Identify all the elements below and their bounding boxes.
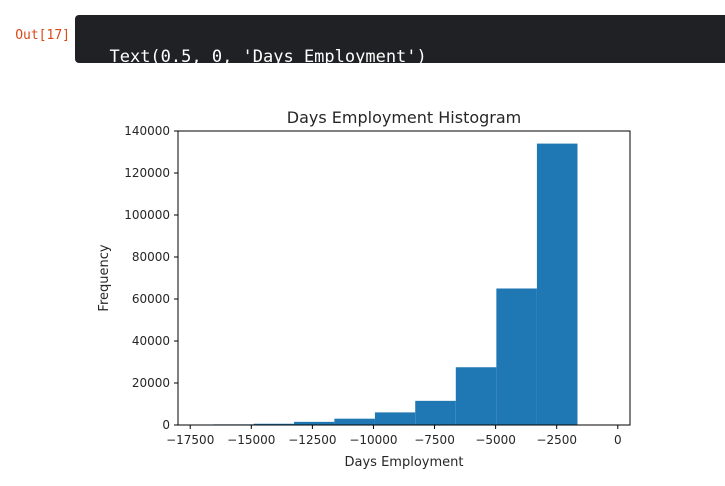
output-text-box: Text(0.5, 0, 'Days Employment')	[75, 15, 725, 67]
histogram-bar	[374, 412, 416, 425]
x-tick-label: −2500	[536, 433, 577, 447]
y-tick-label: 40000	[132, 334, 170, 348]
x-tick-label: −7500	[414, 433, 455, 447]
histogram-bar	[415, 400, 456, 425]
histogram-bar	[536, 143, 578, 425]
bars-group	[213, 143, 578, 425]
histogram-bar	[294, 421, 335, 425]
y-tick-label: 20000	[132, 376, 170, 390]
y-tick-label: 100000	[124, 208, 170, 222]
output-prompt: Out[17]	[15, 28, 70, 43]
histogram-bar	[334, 418, 375, 425]
axes-frame	[177, 130, 631, 426]
x-ticks-group: −17500 −15000 −12500 −10000 −7500 −5000 −2500 0	[166, 425, 622, 447]
histogram-bar	[455, 367, 497, 425]
y-tick-label: 140000	[124, 124, 170, 138]
x-tick-label: 0	[614, 433, 622, 447]
histogram-bar	[253, 423, 295, 425]
output-text: Text(0.5, 0, 'Days Employment')	[109, 47, 427, 67]
x-tick-label: −15000	[227, 433, 275, 447]
x-tick-label: −10000	[349, 433, 397, 447]
y-tick-label: 80000	[132, 250, 170, 264]
chart-title: Days Employment Histogram	[287, 108, 522, 127]
histogram-bar	[496, 288, 537, 425]
y-tick-label: 120000	[124, 166, 170, 180]
y-tick-label: 0	[162, 418, 170, 432]
x-tick-label: −17500	[166, 433, 214, 447]
x-tick-label: −12500	[288, 433, 336, 447]
y-axis-label: Frequency	[97, 244, 112, 311]
y-tick-label: 60000	[132, 292, 170, 306]
x-tick-label: −5000	[475, 433, 516, 447]
x-axis-label: Days Employment	[345, 455, 464, 470]
y-ticks-group: 0 20000 40000 60000 80000 100000 120000 140000	[124, 124, 178, 432]
